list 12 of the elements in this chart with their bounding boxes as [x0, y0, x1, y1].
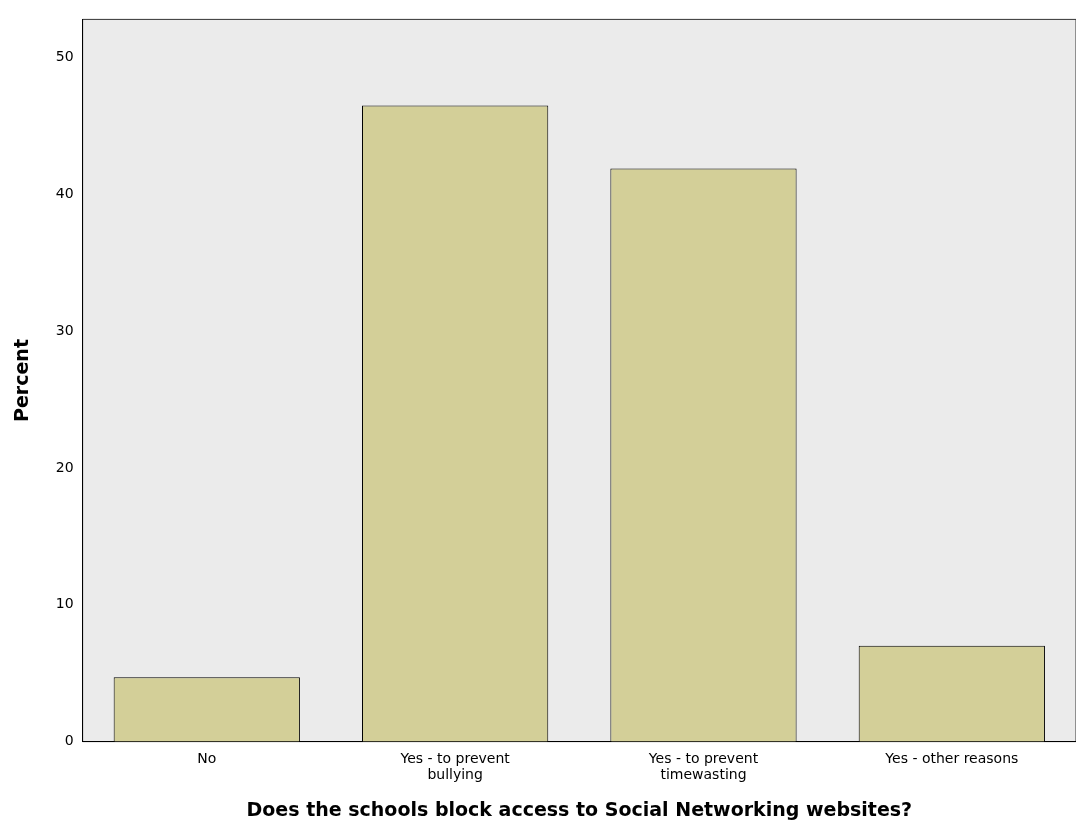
x-tick-label: No: [197, 749, 217, 766]
x-axis-title: Does the schools block access to Social Networking websites?: [246, 797, 913, 820]
x-tick-label: Yes - other reasons: [884, 749, 1019, 766]
y-axis-title: Percent: [10, 339, 33, 422]
x-tick-label: Yes - to prevent bullying: [399, 749, 511, 783]
y-tick-label: 40: [55, 185, 74, 202]
y-tick-label: 10: [55, 595, 74, 612]
y-tick-label: 30: [55, 321, 74, 338]
y-tick-label: 0: [64, 732, 74, 749]
y-tick-label: 50: [55, 48, 74, 65]
y-tick-label: 20: [55, 458, 74, 475]
x-tick-label: Yes - to prevent timewasting: [647, 749, 759, 783]
